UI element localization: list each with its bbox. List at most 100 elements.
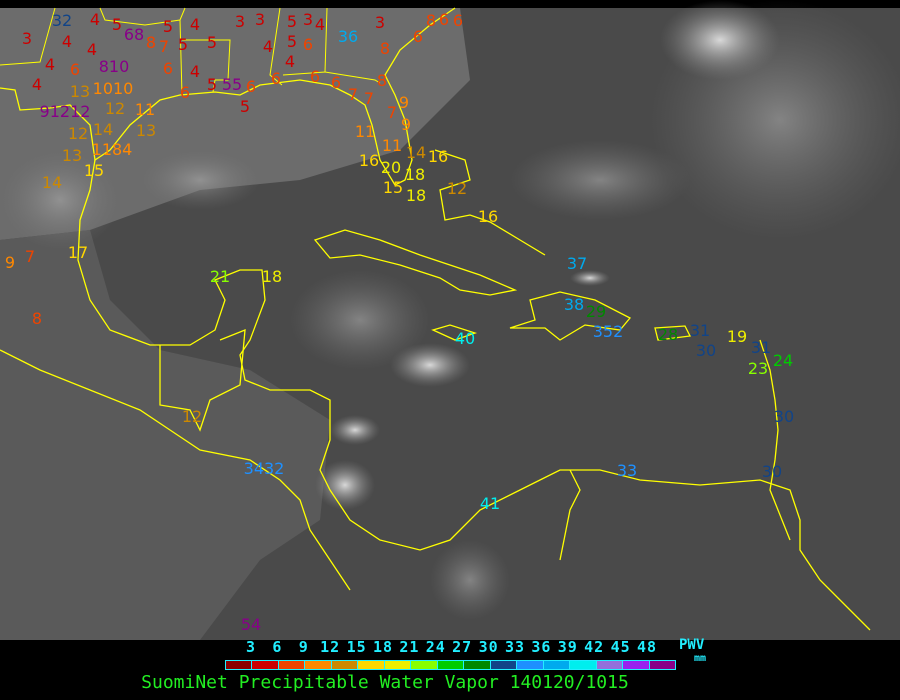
station-pwv-value: 19 (727, 327, 747, 346)
station-pwv-value: 8 (377, 71, 387, 90)
station-pwv-value: 11 (135, 100, 155, 119)
station-pwv-value: 33 (617, 461, 637, 480)
station-pwv-value: 15 (84, 161, 104, 180)
station-pwv-value: 30 (762, 462, 782, 481)
legend-tick: 36 (531, 638, 552, 656)
station-pwv-value: 31 (751, 338, 771, 357)
station-pwv-value: 7 (159, 37, 169, 56)
station-pwv-value: 15 (383, 178, 403, 197)
station-pwv-value: 6 (439, 10, 449, 29)
station-pwv-value: 3 (375, 13, 385, 32)
station-pwv-value: 14 (93, 120, 113, 139)
legend-tick: 9 (298, 638, 309, 656)
station-pwv-value: 4 (45, 55, 55, 74)
station-pwv-value: 13 (70, 82, 90, 101)
station-pwv-value: 38 (564, 295, 584, 314)
station-pwv-value: 91212 (40, 102, 91, 121)
station-pwv-value: 5 (207, 75, 217, 94)
station-pwv-value: 8 (380, 39, 390, 58)
station-pwv-value: 8 (426, 11, 436, 30)
station-pwv-value: 8 (146, 33, 156, 52)
station-pwv-value: 4 (62, 32, 72, 51)
station-pwv-value: 9 (5, 253, 15, 272)
legend-swatch (543, 661, 571, 669)
legend-tick: 3 (245, 638, 257, 656)
station-pwv-value: 3 (235, 12, 245, 31)
station-pwv-value: 5 (240, 97, 250, 116)
station-pwv-value: 18 (262, 267, 282, 286)
station-pwv-value: 6 (453, 11, 463, 30)
station-pwv-value: 23 (748, 359, 768, 378)
legend-tick: 15 (346, 638, 367, 656)
legend-swatch (411, 661, 438, 669)
station-pwv-value: 6 (310, 67, 320, 86)
station-pwv-value: 36 (338, 27, 358, 46)
station-pwv-value: 12 (105, 99, 125, 118)
station-pwv-value: 17 (68, 243, 88, 262)
legend-unit-label: PWV (679, 637, 705, 653)
station-pwv-value: 4 (315, 15, 325, 34)
station-pwv-value: 6 (163, 59, 173, 78)
legend-unit: mm (694, 653, 707, 664)
station-pwv-value: 13 (62, 146, 82, 165)
station-pwv-value: 6 (271, 69, 281, 88)
legend-swatch (623, 661, 650, 669)
station-pwv-value: 3 (303, 10, 313, 29)
station-pwv-value: 6 (70, 60, 80, 79)
station-pwv-value: 6 (180, 83, 190, 102)
station-pwv-value: 5 (163, 17, 173, 36)
station-pwv-value: 18 (406, 186, 426, 205)
state-borders (0, 7, 381, 96)
legend-swatch (358, 661, 385, 669)
station-pwv-value: 5 (287, 32, 297, 51)
station-pwv-value: 1184 (92, 140, 133, 159)
station-pwv-value: 4 (263, 37, 273, 56)
legend-swatch (278, 661, 306, 669)
legend-swatch (437, 661, 465, 669)
station-pwv-value: 4 (90, 10, 100, 29)
station-pwv-value: 28 (658, 325, 678, 344)
station-pwv-value: 21 (210, 267, 230, 286)
station-pwv-value: 4 (32, 75, 42, 94)
station-pwv-value: 7 (348, 85, 358, 104)
station-pwv-value: 5 (112, 15, 122, 34)
station-pwv-value: 6 (246, 77, 256, 96)
station-pwv-value: 11 (355, 122, 375, 141)
station-pwv-value: 11 (382, 136, 402, 155)
station-pwv-value: 7 (364, 89, 374, 108)
station-pwv-value: 55 (222, 75, 242, 94)
station-pwv-value: 30 (696, 341, 716, 360)
station-pwv-value: 12 (68, 124, 88, 143)
coastlines (0, 7, 871, 631)
land-mexico (0, 230, 330, 640)
station-pwv-value: 40 (455, 329, 475, 348)
legend-tick-labels: 3 6 9 12 15 18 21 24 27 30 33 36 39 42 45 48 (0, 638, 900, 656)
station-pwv-value: 20 (381, 158, 401, 177)
legend-tick: 27 (452, 638, 473, 656)
legend-swatch (490, 661, 518, 669)
station-pwv-value: 4 (190, 15, 200, 34)
station-pwv-value: 4 (285, 52, 295, 71)
station-pwv-value: 7 (25, 247, 35, 266)
station-pwv-value: 6 (331, 73, 341, 92)
station-pwv-value: 810 (99, 57, 130, 76)
legend-tick: 42 (584, 638, 605, 656)
station-pwv-value: 6 (413, 27, 423, 46)
legend-color-bar (225, 660, 676, 670)
station-pwv-value: 3 (22, 29, 32, 48)
legend-tick: 18 (372, 638, 394, 656)
legend-swatch (331, 661, 359, 669)
station-pwv-value: 1010 (93, 79, 134, 98)
station-pwv-value: 8 (32, 309, 42, 328)
station-pwv-value: 3 (255, 10, 265, 29)
station-pwv-value: 352 (593, 322, 624, 341)
station-pwv-value: 31 (690, 321, 710, 340)
legend-swatch (517, 661, 544, 669)
legend-tick: 12 (320, 638, 341, 656)
station-pwv-value: 18 (405, 165, 425, 184)
station-pwv-value: 14 (406, 143, 426, 162)
station-pwv-value: 30 (774, 407, 794, 426)
map-title: SuomiNet Precipitable Water Vapor 140120… (141, 672, 629, 693)
legend-tick: 48 (636, 638, 658, 656)
